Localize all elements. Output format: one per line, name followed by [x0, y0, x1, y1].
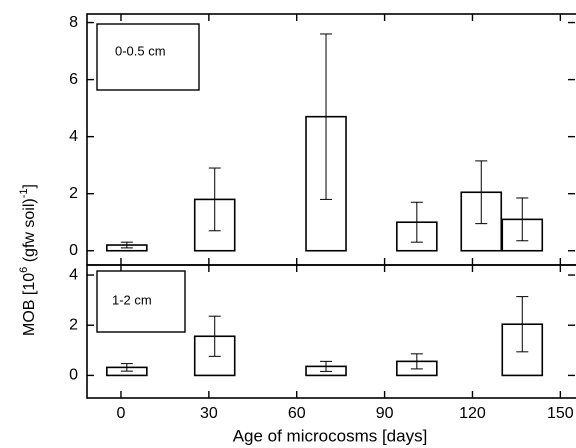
y-tick-label: 2 — [69, 185, 78, 202]
panel-label: 0-0.5 cm — [115, 43, 166, 58]
x-tick-label: 90 — [376, 405, 394, 422]
y-tick-label: 4 — [69, 128, 78, 145]
legend-box — [96, 270, 186, 333]
y-label-part: MOB [10 — [21, 273, 38, 336]
y-label-part: 6 — [18, 267, 30, 273]
y-tick-label: 2 — [69, 316, 78, 333]
y-tick-label: 4 — [69, 266, 78, 283]
y-label-part: (gfw soil) — [21, 198, 38, 266]
x-tick-label: 150 — [547, 405, 574, 422]
y-label-part: ] — [21, 184, 38, 188]
x-tick-label: 30 — [200, 405, 218, 422]
y-tick-label: 0 — [69, 242, 78, 259]
plot-frame — [86, 264, 576, 399]
x-axis-label: Age of microcosms [days] — [233, 426, 428, 445]
panel-label: 1-2 cm — [112, 292, 152, 307]
y-axis-label: MOB [106 (gfw soil)-1] — [18, 184, 38, 336]
y-tick-label: 0 — [69, 367, 78, 384]
legend-box — [96, 23, 200, 91]
x-tick-label: 60 — [288, 405, 306, 422]
y-tick-label: 8 — [69, 14, 78, 31]
y-label-part: -1 — [18, 188, 30, 198]
x-tick-label: 120 — [459, 405, 486, 422]
x-tick-label: 0 — [117, 405, 126, 422]
y-tick-label: 6 — [69, 71, 78, 88]
